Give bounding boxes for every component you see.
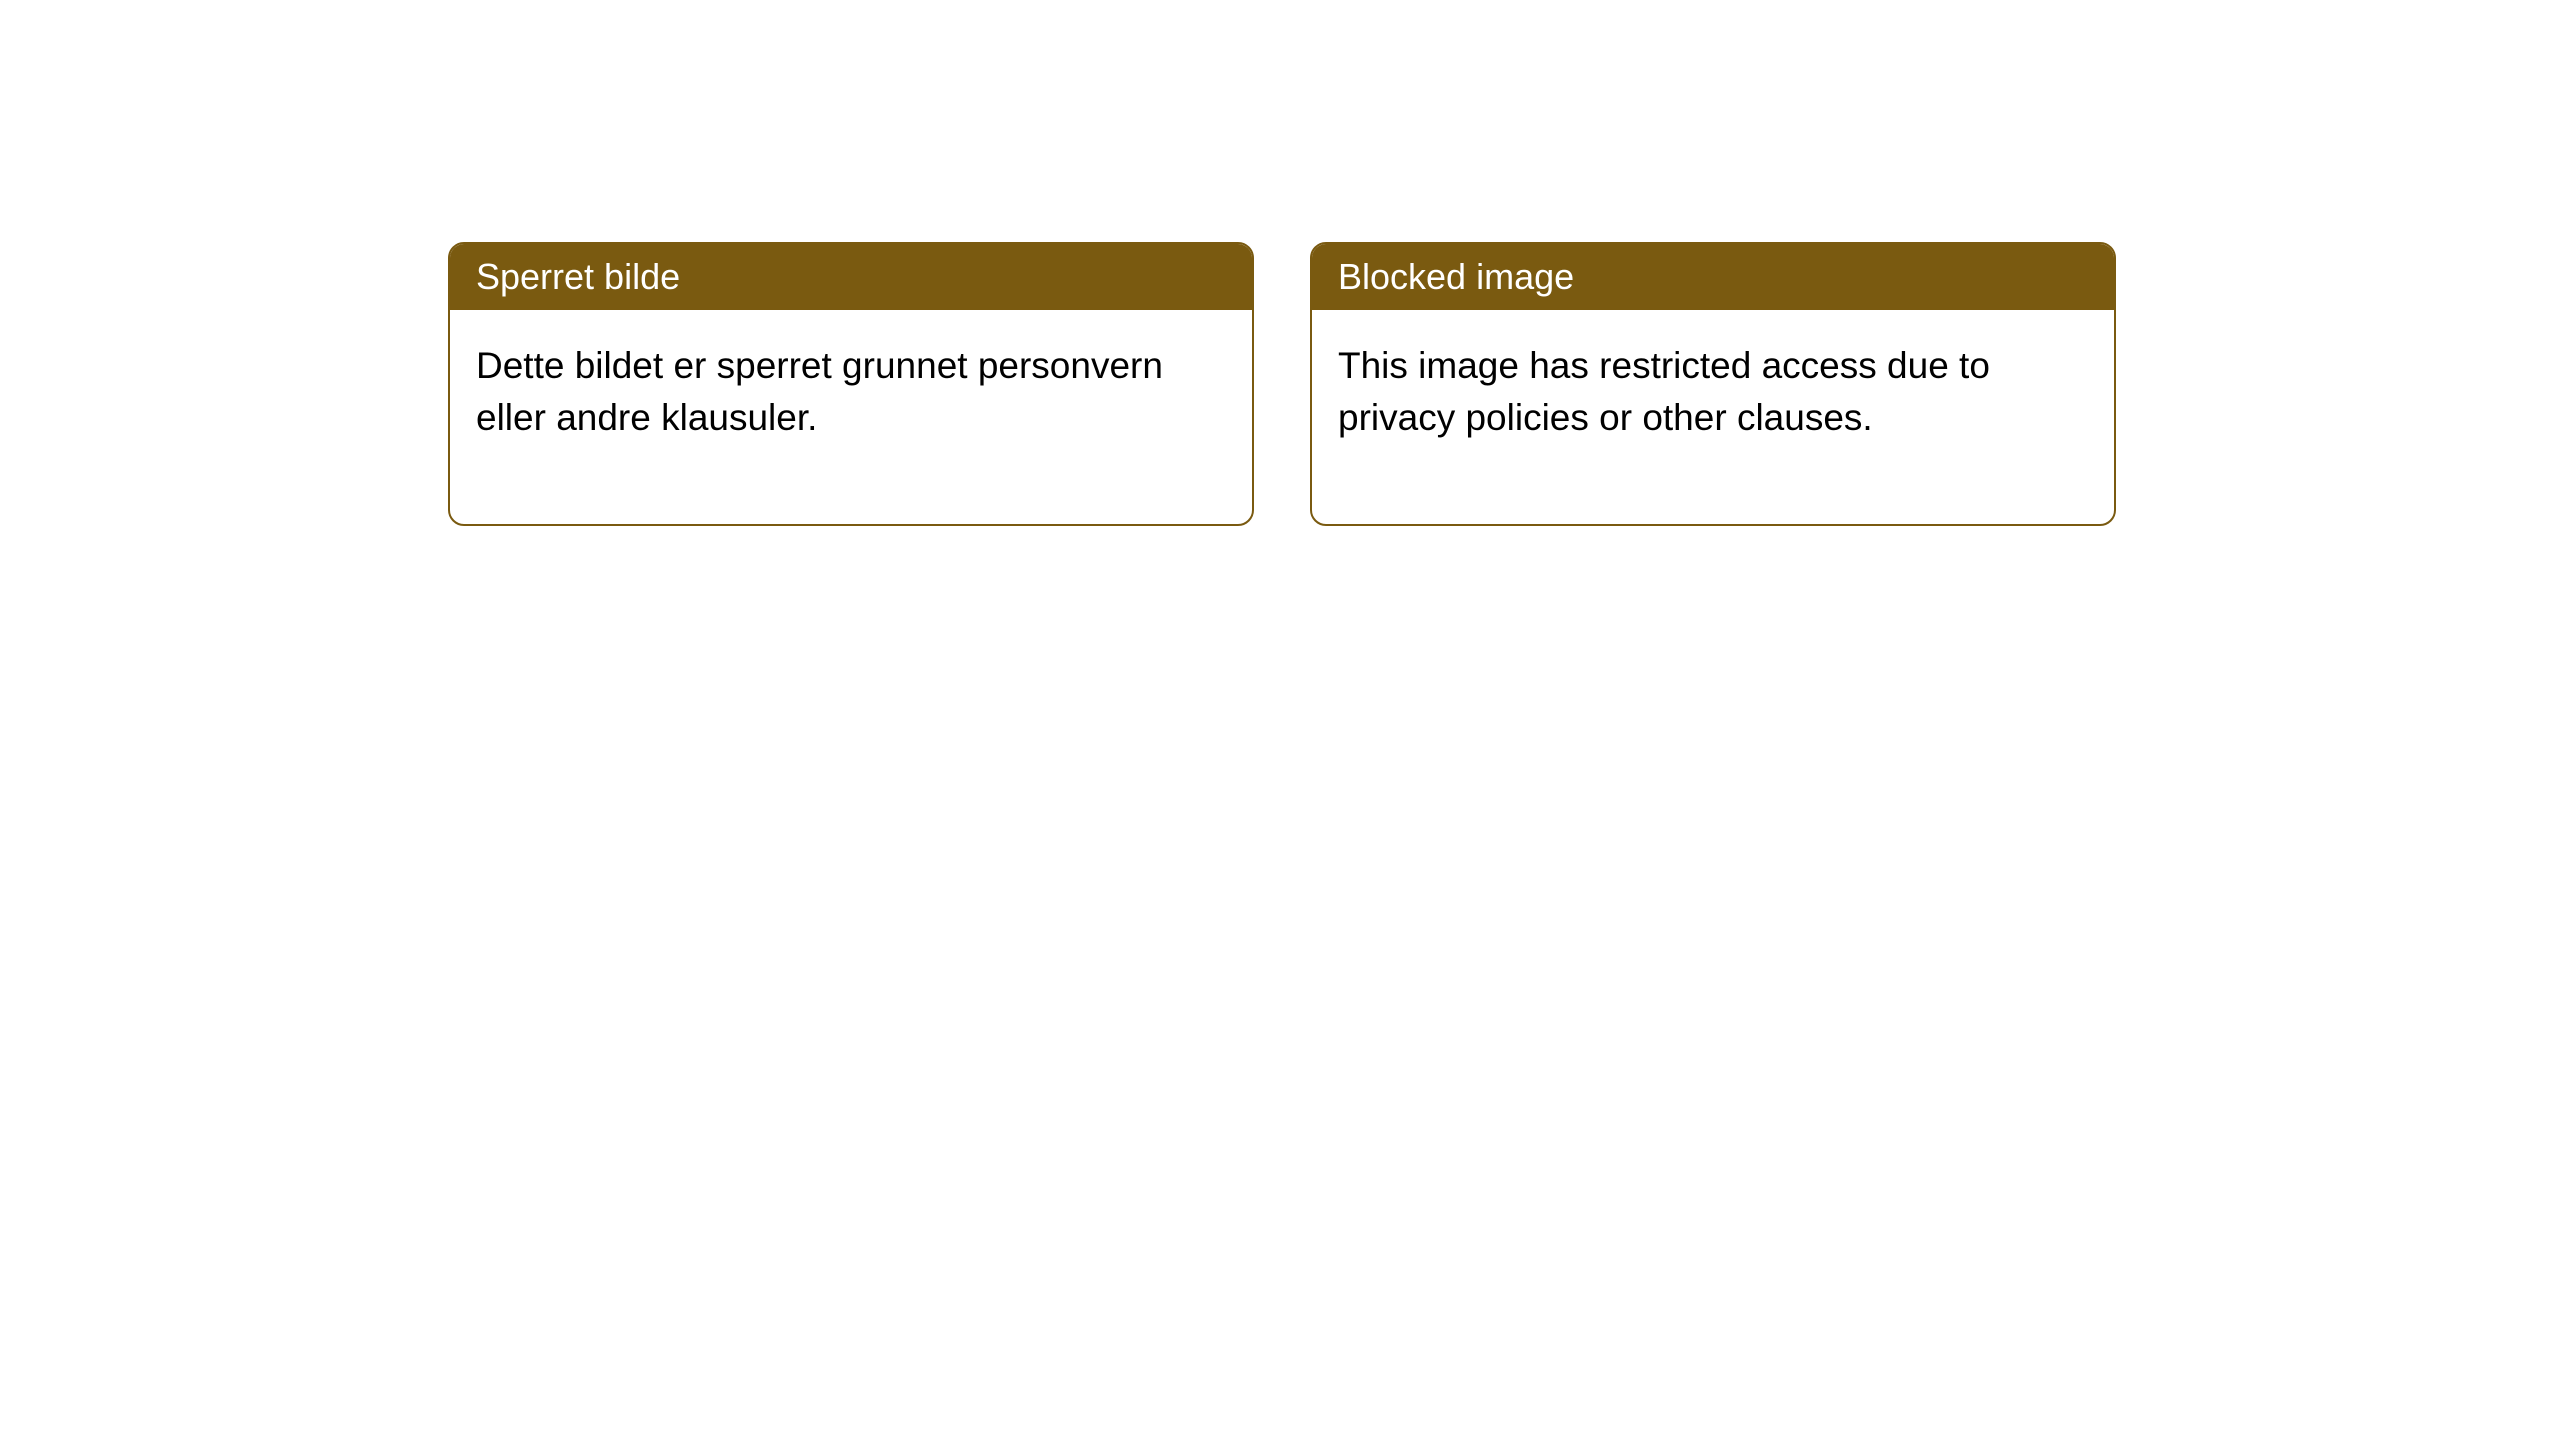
notice-body-no: Dette bildet er sperret grunnet personve… — [450, 310, 1252, 524]
notice-body-en: This image has restricted access due to … — [1312, 310, 2114, 524]
notice-container: Sperret bilde Dette bildet er sperret gr… — [0, 0, 2560, 526]
notice-title-en: Blocked image — [1312, 244, 2114, 310]
notice-title-no: Sperret bilde — [450, 244, 1252, 310]
notice-card-en: Blocked image This image has restricted … — [1310, 242, 2116, 526]
notice-card-no: Sperret bilde Dette bildet er sperret gr… — [448, 242, 1254, 526]
